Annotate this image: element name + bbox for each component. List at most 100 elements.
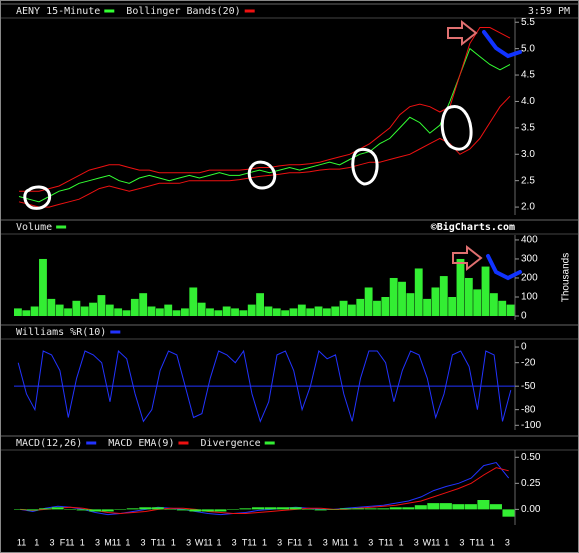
bar	[331, 306, 340, 317]
y-axis-label: Thousands	[561, 253, 572, 302]
bar	[322, 308, 331, 317]
credit: ©BigCharts.com	[431, 221, 515, 233]
y-tick-label: 4.0	[521, 96, 535, 107]
bar	[239, 310, 248, 317]
bar	[201, 509, 214, 512]
circle-annotation	[247, 160, 277, 190]
bar	[302, 509, 315, 510]
line	[20, 467, 509, 515]
plot-layer: 2.0 2.5 3.0 3.5 4.0 4.5 5.0 5.5 AENY 15-Minute Bo…	[1, 3, 578, 547]
x-tick-label: 3	[95, 537, 100, 547]
bar	[381, 296, 390, 317]
bar	[239, 508, 252, 510]
bar	[502, 509, 515, 517]
y-tick-label: -100	[521, 420, 541, 431]
bar	[377, 508, 390, 510]
x-tick-label: 1	[308, 537, 313, 547]
x-tick-label: 3	[277, 537, 282, 547]
bar	[272, 308, 281, 317]
bar	[414, 268, 423, 317]
x-tick-label: 1	[399, 537, 404, 547]
bar	[473, 289, 482, 317]
bar	[72, 300, 81, 317]
y-tick-label: 0.25	[521, 478, 541, 489]
bar	[477, 500, 490, 510]
annotations	[23, 19, 522, 281]
x-tick-label: 3	[459, 537, 464, 547]
time-label: 3:59 PM	[528, 6, 570, 17]
bar	[97, 295, 106, 317]
trend-annotation	[482, 30, 522, 59]
bar	[51, 507, 64, 510]
bar	[189, 287, 198, 317]
bar	[289, 308, 298, 317]
bar	[281, 310, 290, 317]
bar	[247, 304, 256, 317]
bar	[448, 296, 457, 317]
bar	[55, 304, 64, 317]
y-tick-label: 0	[521, 311, 527, 322]
y-tick-label: 300	[521, 254, 538, 265]
bar	[306, 308, 315, 317]
x-tick-label: W11	[423, 537, 441, 547]
bar	[423, 298, 431, 317]
bar	[14, 509, 27, 510]
x-tick-label: 1	[490, 537, 495, 547]
y-tick-label: 0.50	[521, 452, 541, 463]
bar	[155, 308, 164, 317]
x-tick-label: 1	[444, 537, 449, 547]
bar	[164, 509, 177, 510]
x-tick-label: 3	[505, 537, 510, 547]
y-tick-label: 400	[521, 235, 538, 246]
bar	[30, 306, 39, 317]
circle-annotation	[23, 185, 52, 210]
bar	[489, 293, 498, 317]
legend-label: MACD(12,26)	[16, 438, 82, 449]
bar	[64, 509, 77, 510]
bar	[373, 300, 381, 317]
x-tick-label: 3	[323, 537, 328, 547]
x-tick-label: T11	[470, 537, 485, 547]
bar	[498, 300, 507, 317]
bar	[101, 509, 114, 512]
bar	[89, 302, 97, 317]
bar	[164, 304, 173, 317]
bar	[206, 308, 214, 317]
x-tick-label: 11	[17, 537, 26, 547]
bar	[456, 258, 465, 317]
bar	[64, 308, 72, 317]
y-tick-label: 2.5	[521, 175, 535, 186]
y-tick-label: -20	[521, 357, 536, 368]
x-tick-label: 3	[49, 537, 54, 547]
bar	[147, 306, 156, 317]
bar	[506, 304, 515, 317]
bar	[489, 504, 502, 510]
y-tick-label: 3.5	[521, 122, 535, 133]
bar	[431, 287, 440, 317]
x-tick-label: F11	[287, 537, 302, 547]
bar	[151, 507, 164, 510]
x-tick-label: 3	[414, 537, 419, 547]
x-tick-label: F11	[60, 537, 75, 547]
bar	[439, 503, 452, 510]
bar	[39, 508, 52, 510]
circle-annotation	[351, 147, 379, 186]
circle-annotation	[440, 105, 473, 151]
bar	[277, 507, 290, 510]
bar	[47, 298, 56, 317]
bar	[214, 509, 227, 512]
bar	[402, 507, 415, 510]
arrow-annotation	[447, 19, 478, 47]
x-tick-label: 3	[368, 537, 373, 547]
bar	[297, 304, 306, 317]
x-tick-label: 3	[232, 537, 237, 547]
y-tick-label: 200	[521, 273, 538, 284]
legend-label: Williams %R(10)	[16, 327, 106, 338]
bar	[398, 281, 406, 317]
bar	[439, 276, 448, 317]
x-tick-label: M11	[104, 537, 121, 547]
x-tick-label: T11	[379, 537, 394, 547]
bar	[226, 509, 239, 510]
line	[17, 349, 512, 423]
bar	[339, 508, 352, 510]
